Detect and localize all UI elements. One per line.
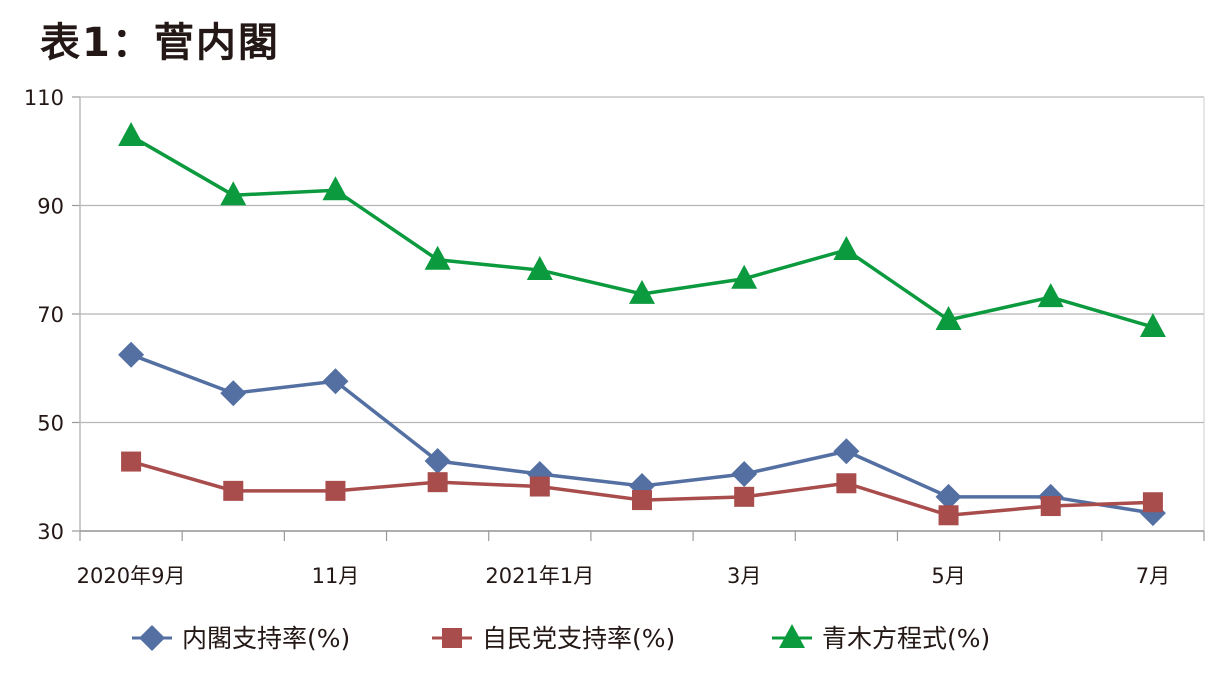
x-tick-label: 3月	[727, 564, 761, 588]
x-tick-label: 2020年9月	[77, 564, 186, 588]
x-tick-label: 11月	[312, 564, 360, 588]
triangle-data-point	[731, 264, 758, 289]
square-data-point	[1142, 492, 1163, 513]
square-data-point	[1040, 496, 1061, 517]
legend-diamond-icon	[139, 625, 165, 651]
x-tick-label: 2021年1月	[485, 564, 594, 588]
y-tick-label: 50	[37, 412, 64, 436]
triangle-data-point	[220, 181, 247, 206]
square-data-point	[938, 505, 959, 526]
y-tick-label: 30	[37, 520, 64, 544]
triangle-data-point	[833, 235, 860, 260]
square-data-point	[121, 451, 142, 472]
diamond-data-point	[322, 368, 349, 395]
square-data-point	[529, 476, 550, 497]
diamond-data-point	[424, 448, 451, 475]
y-tick-label: 70	[37, 303, 64, 327]
x-tick-label: 5月	[931, 564, 965, 588]
square-data-point	[632, 490, 652, 511]
legend-label: 内閣支持率(%)	[182, 624, 350, 653]
square-data-point	[734, 486, 755, 507]
legend-square-icon	[442, 628, 462, 648]
triangle-data-point	[322, 176, 349, 201]
diamond-data-point	[731, 461, 758, 488]
legend-triangle-icon	[779, 624, 805, 648]
square-data-point	[427, 472, 448, 493]
x-tick-label: 7月	[1136, 564, 1170, 588]
y-tick-label: 90	[37, 195, 64, 219]
triangle-data-point	[1139, 313, 1166, 338]
triangle-data-point	[1037, 283, 1064, 308]
diamond-data-point	[118, 341, 145, 368]
square-data-point	[223, 480, 244, 501]
diamond-data-point	[935, 483, 962, 510]
triangle-data-point	[526, 256, 553, 281]
legend-label: 青木方程式(%)	[822, 624, 990, 653]
square-data-point	[325, 480, 346, 501]
y-tick-label: 110	[24, 86, 64, 110]
diamond-data-point	[220, 380, 247, 407]
legend-label: 自民党支持率(%)	[482, 624, 675, 653]
triangle-data-point	[424, 245, 451, 270]
diamond-data-point	[833, 438, 860, 465]
triangle-data-point	[935, 305, 962, 330]
triangle-data-point	[118, 122, 145, 147]
chart-title: 表1：菅内閣	[40, 20, 280, 66]
square-data-point	[836, 473, 857, 494]
triangle-data-point	[629, 279, 655, 304]
